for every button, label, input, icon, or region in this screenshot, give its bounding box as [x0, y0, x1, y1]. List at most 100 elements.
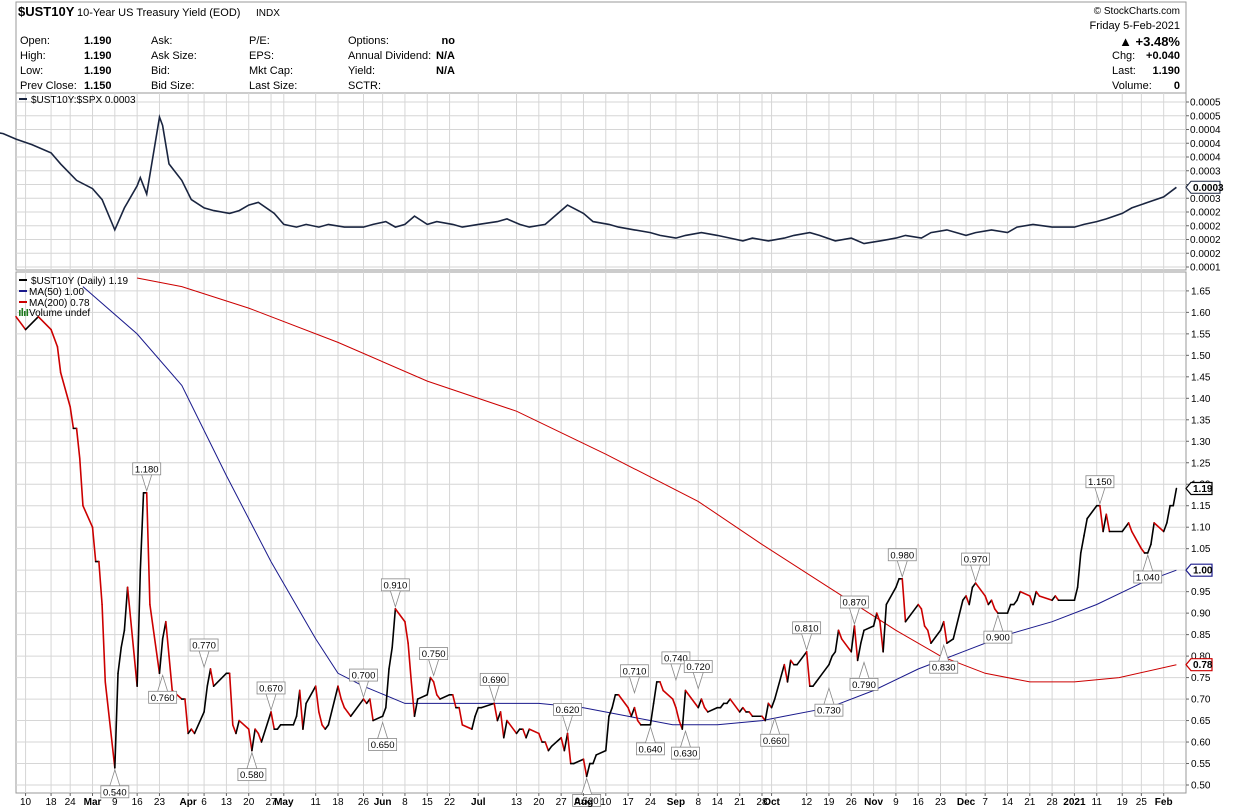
source-credit[interactable]: © StockCharts.com [1094, 6, 1180, 17]
x-tick-label: 18 [46, 797, 58, 808]
price-segment [254, 728, 260, 735]
x-tick-label: 13 [511, 797, 523, 808]
x-tick-label: 18 [332, 797, 344, 808]
price-segment [388, 646, 393, 670]
price-segment [337, 685, 342, 700]
quote-col-1: Open: 1.190 High: 1.190 Low: 1.190 Prev … [20, 35, 112, 92]
price-segment [56, 345, 62, 374]
ma200-line [137, 277, 1177, 683]
price-segment [346, 711, 352, 718]
quote-col-2: Ask: Ask Size: Bid: Bid Size: [151, 35, 197, 92]
price-segment [98, 560, 103, 606]
price-segment [1016, 590, 1022, 602]
price-segment [879, 620, 884, 653]
quote-label: Annual Dividend: [348, 50, 431, 62]
annotation-box [132, 462, 162, 476]
annotation-label: 0.640 [639, 744, 663, 755]
price-segment [1051, 595, 1057, 602]
price-segment [413, 698, 419, 718]
price-segment [984, 595, 990, 606]
annotation-pointer [801, 633, 813, 652]
annotation-pointer [1094, 487, 1106, 506]
change-percent: ▲ +3.48% [1119, 34, 1180, 49]
quote-label: Last: [1112, 65, 1136, 77]
price-segment [1083, 517, 1088, 537]
annotation-pointer [645, 725, 656, 743]
annotation-pointer [938, 643, 950, 662]
quote-value: 0 [1174, 80, 1180, 92]
annotation-pointer [581, 777, 593, 795]
annotation-pointer [265, 693, 277, 712]
last-value-box [1185, 563, 1213, 577]
price-segment [24, 315, 40, 331]
y-tick-label: 0.0004 [1190, 153, 1221, 164]
price-segment [566, 732, 572, 765]
price-segment [636, 719, 642, 726]
price-segment [834, 629, 840, 653]
x-tick-label: 8 [402, 797, 408, 808]
y-tick-label: 0.0002 [1190, 235, 1221, 246]
price-segment [391, 608, 397, 649]
price-annotation: 0.830 [929, 643, 959, 674]
price-segment [684, 689, 700, 709]
quote-label: Bid Size: [151, 80, 194, 92]
price-segment [789, 659, 795, 666]
y-tick-label: 1.05 [1191, 544, 1211, 555]
quote-label: Mkt Cap: [249, 65, 293, 77]
price-segment [432, 681, 438, 696]
price-segment [1140, 547, 1146, 554]
last-value-text: 1.00 [1193, 566, 1213, 577]
price-segment [471, 715, 476, 730]
price-segment [1038, 595, 1053, 602]
price-annotation: 0.670 [256, 681, 286, 712]
annotation-label: 1.180 [135, 464, 159, 475]
price-segment [706, 706, 719, 713]
x-tick-label: 6 [201, 797, 207, 808]
price-segment [828, 655, 833, 666]
last-value-box [1185, 658, 1213, 672]
x-tick-label: 14 [1002, 797, 1014, 808]
quote-label: SCTR: [348, 80, 381, 92]
y-tick-label: 0.0003 [1190, 194, 1221, 205]
annotation-label: 0.750 [422, 649, 446, 660]
last-value-box [1185, 180, 1221, 194]
price-segment [247, 728, 253, 752]
price-segment [369, 698, 374, 722]
x-tick-label: Jul [471, 797, 486, 808]
quote-value: 1.150 [84, 80, 112, 92]
price-segment [853, 625, 859, 662]
price-segment [538, 732, 543, 743]
annotation-box [553, 703, 582, 716]
x-tick-label: 24 [65, 797, 77, 808]
y-tick-label: 1.45 [1191, 372, 1211, 383]
annotation-pointer [970, 564, 981, 583]
price-segment [502, 719, 508, 739]
annotation-label: 0.760 [151, 693, 175, 704]
price-segment [907, 603, 920, 619]
price-segment [324, 724, 330, 730]
price-segment [617, 693, 629, 709]
price-segment [416, 693, 429, 700]
y-tick-label: 0.90 [1191, 609, 1211, 620]
annotation-pointer [141, 474, 153, 493]
price-segment [15, 315, 27, 331]
quote-value: 1.190 [84, 50, 112, 62]
price-segment [298, 689, 304, 730]
annotation-label: 0.810 [795, 623, 819, 634]
price-segment [117, 646, 123, 675]
annotation-label: 0.580 [240, 770, 264, 781]
price-segment [700, 698, 706, 709]
symbol[interactable]: $UST10Y [18, 4, 75, 19]
price-segment [203, 685, 209, 713]
price-segment [1099, 504, 1104, 533]
quote-value: N/A [436, 50, 455, 62]
price-segment [681, 689, 687, 730]
quote-label: Ask Size: [151, 50, 197, 62]
quote-label: Chg: [1112, 50, 1135, 62]
price-segment [885, 586, 897, 606]
header: $UST10Y 10-Year US Treasury Yield (EOD) … [15, 1, 1187, 94]
x-tick-label: 20 [243, 797, 255, 808]
x-tick-label: 7 [982, 797, 988, 808]
annotation-box [760, 733, 790, 747]
price-segment [305, 685, 317, 705]
